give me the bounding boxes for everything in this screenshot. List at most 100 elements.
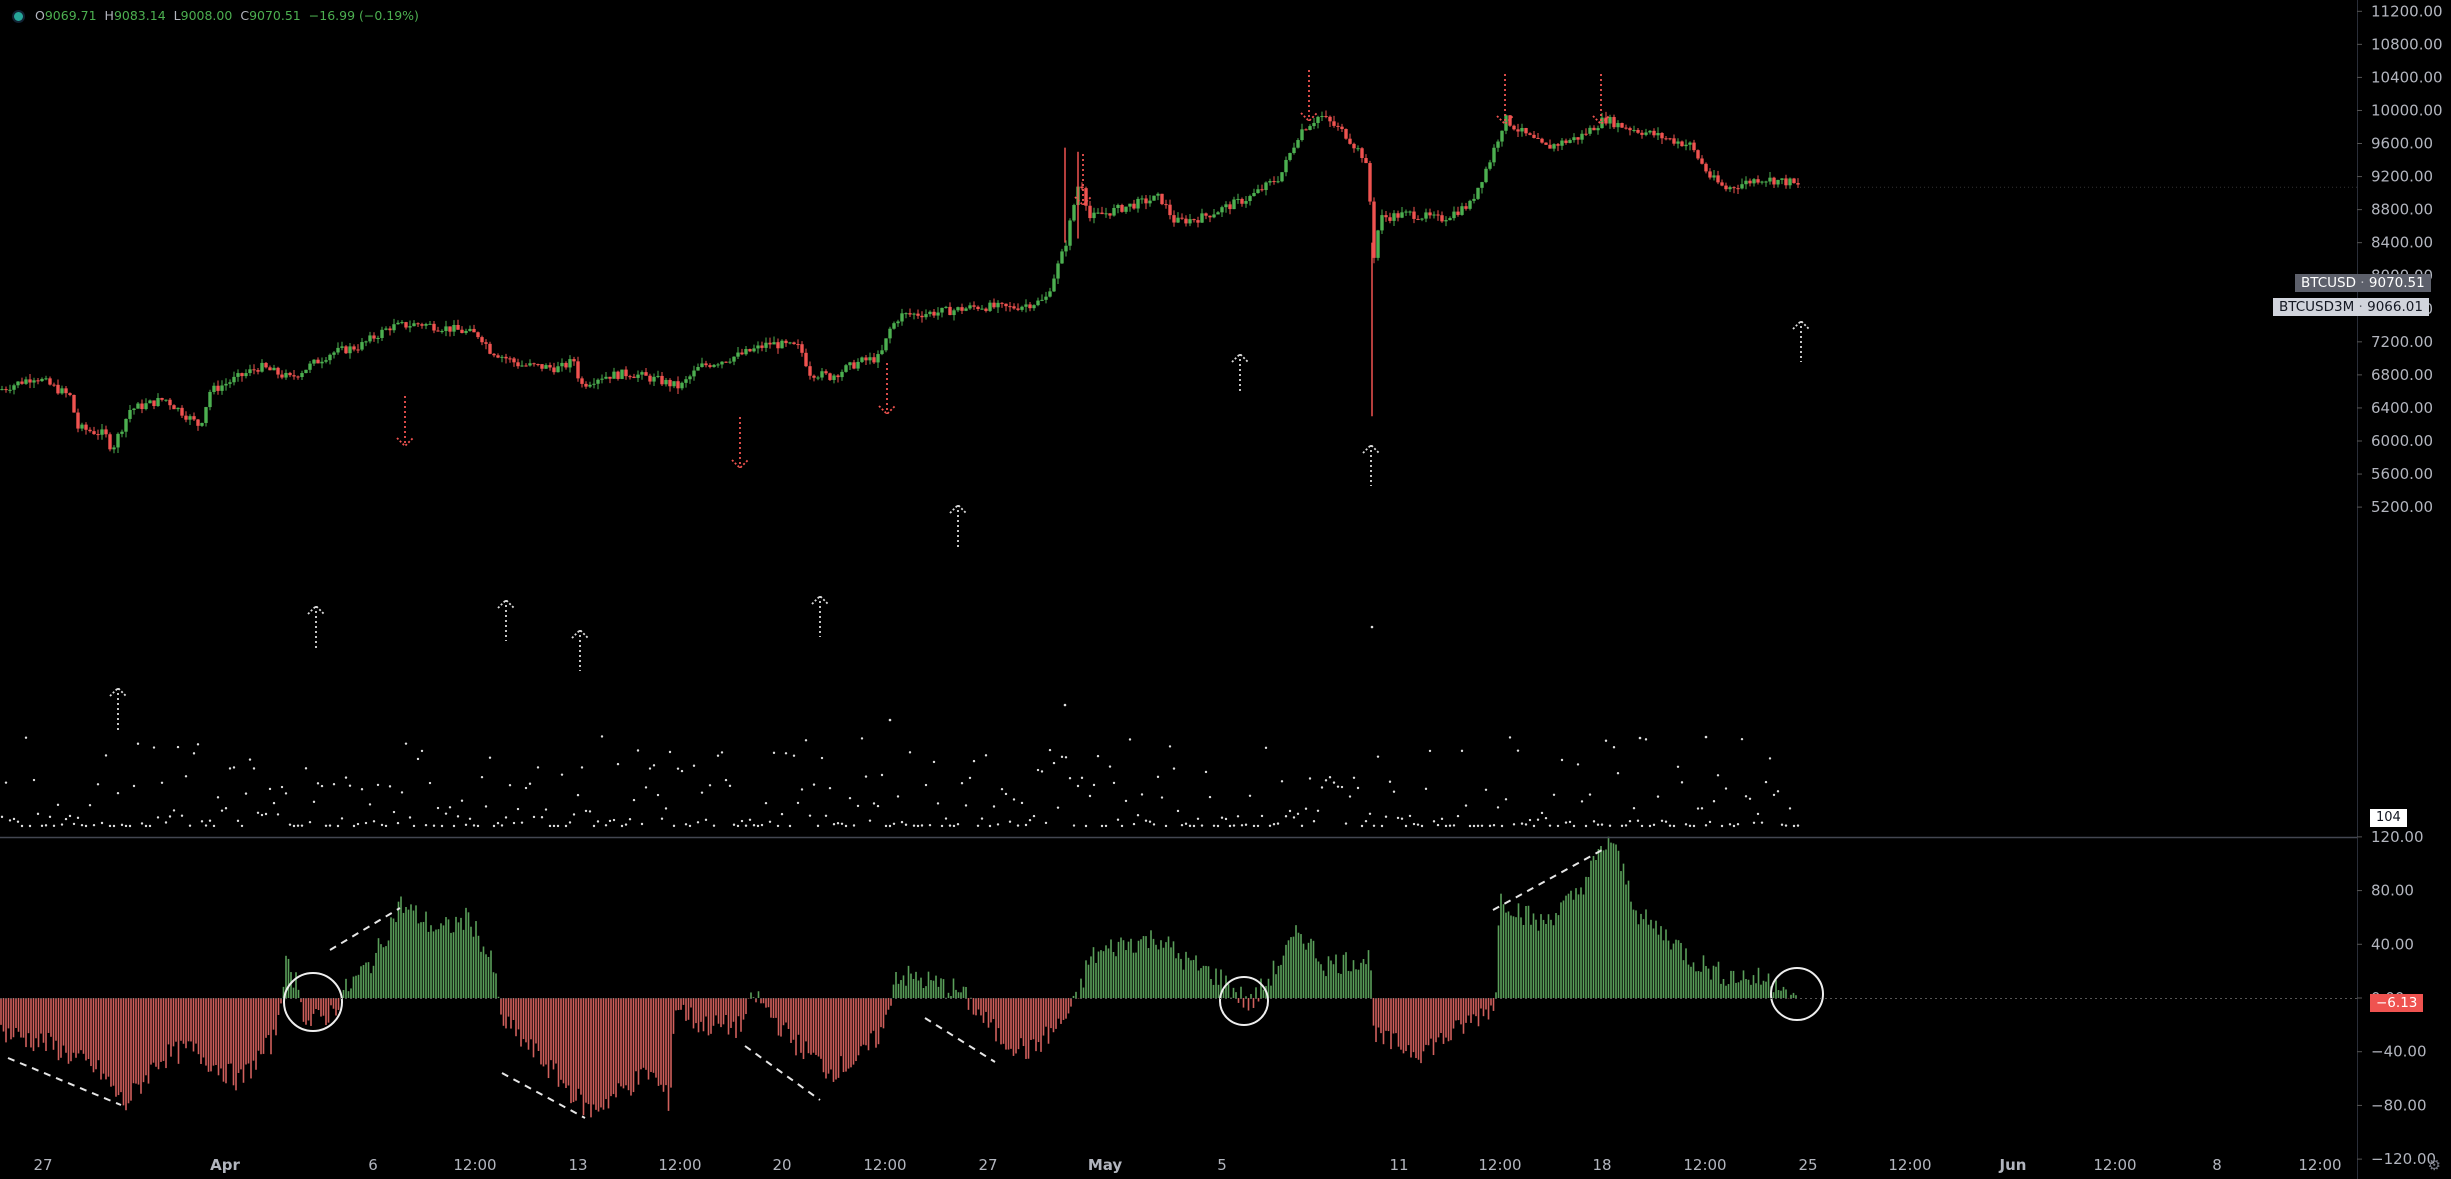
volume-dot xyxy=(1196,817,1200,821)
candle-body xyxy=(152,400,156,407)
volume-dot xyxy=(1464,804,1468,807)
volume-dot xyxy=(144,824,148,828)
volume-dot xyxy=(1552,793,1556,796)
candle-body xyxy=(1228,204,1232,210)
volume-dot xyxy=(1288,809,1292,813)
volume-dot xyxy=(124,824,128,828)
volume-dot xyxy=(860,737,864,740)
volume-dot xyxy=(544,808,548,811)
symbol-status-icon[interactable] xyxy=(14,12,23,21)
candle-body xyxy=(1408,211,1412,213)
volume-dot xyxy=(800,788,804,791)
price-tick-label: 6800.00 xyxy=(2371,366,2433,384)
candle-body xyxy=(760,345,764,348)
candle-body xyxy=(292,375,296,377)
close-value: 9070.51 xyxy=(249,8,301,23)
volume-dot xyxy=(1332,781,1336,784)
osc-tick-label: −80.00 xyxy=(2371,1096,2427,1114)
candle-body xyxy=(1168,204,1172,216)
candle-body xyxy=(700,363,704,367)
volume-dot xyxy=(88,804,92,807)
volume-dot xyxy=(700,791,704,794)
candle-body xyxy=(1508,115,1512,126)
volume-dot xyxy=(524,786,528,790)
volume-dot xyxy=(764,801,768,805)
volume-dot xyxy=(604,824,608,827)
volume-dot xyxy=(960,781,964,785)
settings-gear-icon[interactable]: ⚙ xyxy=(2427,1156,2441,1174)
candle-body xyxy=(820,371,824,378)
volume-dot xyxy=(184,775,188,778)
candle-body xyxy=(1788,178,1792,186)
candle-body xyxy=(916,313,920,316)
candle-body xyxy=(1412,211,1416,219)
volume-dot xyxy=(624,823,628,826)
volume-dot xyxy=(408,816,412,819)
candle-body xyxy=(164,399,168,401)
volume-dot xyxy=(468,817,472,820)
candle-body xyxy=(1792,178,1796,184)
volume-dot xyxy=(1276,822,1280,825)
candle-body xyxy=(128,409,132,419)
volume-dot xyxy=(900,820,904,824)
candle-body xyxy=(1088,205,1092,219)
divergence-line xyxy=(924,1017,996,1063)
candle-body xyxy=(884,338,888,351)
volume-dot xyxy=(916,824,920,828)
candle-body xyxy=(92,431,96,435)
candle-body xyxy=(424,324,428,326)
volume-dot xyxy=(1316,809,1320,812)
candle-body xyxy=(628,376,632,378)
volume-dot xyxy=(380,823,384,827)
volume-dot xyxy=(720,751,724,754)
candle-body xyxy=(640,372,644,375)
candle-body xyxy=(64,388,68,394)
volume-dot xyxy=(1444,824,1448,828)
volume-dot xyxy=(1040,770,1044,773)
candle-body xyxy=(864,357,868,361)
support-arrow-up-icon xyxy=(1362,443,1380,486)
candle-body xyxy=(712,364,716,367)
volume-dot xyxy=(1732,824,1736,828)
support-arrow-up-icon xyxy=(811,594,829,637)
candle-body xyxy=(1552,144,1556,149)
volume-dot xyxy=(128,824,132,828)
volume-dot xyxy=(356,822,360,826)
candle-body xyxy=(356,349,360,351)
candle-body xyxy=(1544,142,1548,145)
candle-body xyxy=(264,362,268,368)
candle-body xyxy=(1512,125,1516,130)
volume-dot xyxy=(1520,822,1524,825)
candle-body xyxy=(460,329,464,333)
resistance-arrow-down-icon xyxy=(1592,74,1610,126)
volume-dot xyxy=(1544,816,1548,820)
volume-dot xyxy=(1328,776,1332,779)
volume-dot xyxy=(1624,824,1628,827)
candle-body xyxy=(672,381,676,387)
candle-body xyxy=(1760,181,1764,183)
volume-dot xyxy=(1084,824,1088,828)
candle-body xyxy=(48,378,52,385)
candle-body xyxy=(1428,212,1432,216)
volume-dot xyxy=(788,824,792,828)
candle-body xyxy=(984,308,988,311)
volume-dot xyxy=(1608,824,1612,827)
candle-body xyxy=(172,405,176,410)
time-tick-label: 12:00 xyxy=(863,1156,906,1174)
candle-body xyxy=(1756,179,1760,183)
price-tick-label: 10000.00 xyxy=(2371,101,2443,119)
volume-dot xyxy=(1068,777,1072,780)
price-tick-label: 6000.00 xyxy=(2371,432,2433,450)
candle-body xyxy=(656,375,660,377)
candle-body xyxy=(0,389,4,391)
volume-dot xyxy=(608,819,612,823)
candle-body xyxy=(1364,158,1368,164)
candle-body xyxy=(360,342,364,350)
volume-dot xyxy=(56,803,60,807)
volume-dot xyxy=(532,815,536,819)
candle-body xyxy=(316,359,320,364)
candle-body xyxy=(8,389,12,391)
candle-body xyxy=(1104,213,1108,215)
candle-body xyxy=(824,371,828,374)
